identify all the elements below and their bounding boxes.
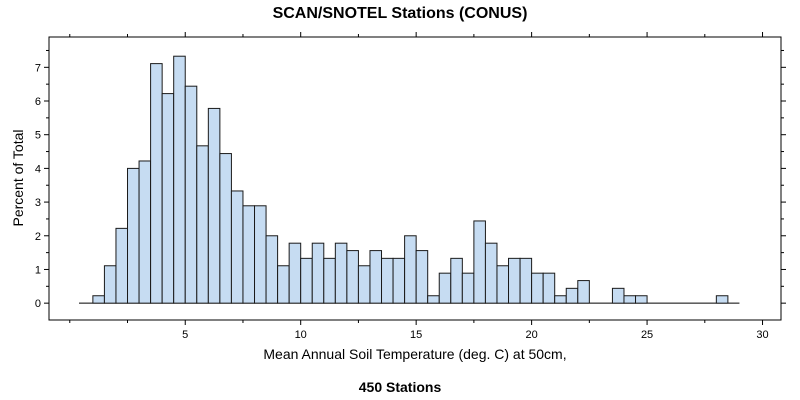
histogram-bar	[277, 265, 290, 304]
histogram-bar	[519, 257, 533, 304]
plot-frame	[48, 36, 782, 321]
histogram-bar	[623, 295, 637, 304]
station-count-note: 450 Stations	[358, 379, 442, 395]
histogram-bar	[531, 272, 544, 304]
histogram-bar	[196, 145, 209, 304]
histogram-bar	[103, 265, 117, 304]
x-axis-label: Mean Annual Soil Temperature (deg. C) at…	[263, 346, 567, 362]
histogram-bar	[611, 287, 625, 304]
histogram-bar	[346, 250, 359, 304]
x-tick-label: 5	[182, 329, 188, 341]
histogram-bar	[542, 272, 556, 304]
x-tick-label: 10	[295, 329, 307, 341]
histogram-bar	[565, 287, 579, 304]
histogram-bar	[323, 257, 336, 304]
histogram-bar	[369, 250, 383, 304]
histogram-bar	[635, 295, 648, 304]
histogram-bar	[242, 205, 256, 304]
histogram-bar	[184, 85, 198, 304]
histogram-bar	[219, 153, 232, 304]
histogram-bar	[415, 250, 429, 304]
x-tick-label: 15	[410, 329, 422, 341]
y-tick-label: 1	[35, 264, 41, 276]
y-tick-label: 3	[35, 197, 41, 209]
histogram-bar	[92, 295, 105, 304]
x-tick-label: 30	[756, 329, 768, 341]
histogram-bar	[230, 190, 244, 304]
y-tick-label: 0	[35, 298, 41, 310]
histogram-bar	[150, 63, 163, 304]
histogram-bar	[381, 257, 394, 304]
histogram-bar	[496, 265, 510, 304]
y-tick-label: 7	[35, 62, 41, 74]
histogram-bar	[311, 242, 325, 304]
histogram-bar	[115, 227, 129, 304]
y-tick-label: 2	[35, 231, 41, 243]
histogram-bar	[450, 257, 463, 304]
histogram-bar	[138, 160, 152, 304]
histogram-bar	[484, 242, 498, 304]
histogram-bar	[207, 107, 221, 304]
histogram-bar	[508, 257, 521, 304]
x-tick-label: 25	[641, 329, 653, 341]
histogram-bar	[127, 167, 140, 304]
histogram-bar	[161, 93, 175, 304]
histogram-bar	[300, 257, 313, 304]
histogram-bar	[461, 272, 475, 304]
histogram-bar	[392, 257, 406, 304]
y-tick-label: 5	[35, 130, 41, 142]
histogram-bar	[577, 280, 590, 304]
y-tick-label: 4	[35, 163, 41, 175]
chart-title: SCAN/SNOTEL Stations (CONUS)	[272, 5, 528, 22]
x-tick-label: 20	[525, 329, 537, 341]
histogram-bar	[715, 295, 729, 304]
histogram-bar	[427, 295, 440, 304]
histogram-bar	[288, 242, 302, 304]
histogram-bar	[334, 242, 348, 304]
histogram-bar	[254, 205, 267, 304]
histogram-bar	[357, 265, 371, 304]
histogram-bar	[404, 235, 417, 304]
y-tick-label: 6	[35, 96, 41, 108]
histogram-bar	[265, 235, 279, 304]
histogram-bar	[173, 55, 186, 304]
histogram-bar	[438, 272, 452, 304]
histogram-bar	[473, 220, 486, 304]
histogram-bar	[554, 295, 567, 304]
